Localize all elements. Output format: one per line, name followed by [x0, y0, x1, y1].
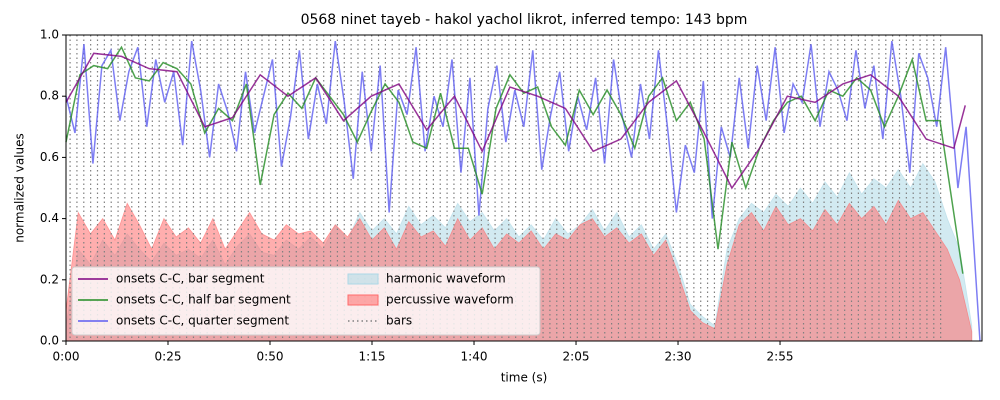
x-tick-label: 2:30 [665, 350, 692, 364]
y-tick-label: 0.0 [40, 334, 59, 348]
legend-label: onsets C-C, bar segment [116, 272, 265, 286]
onset-line [65, 40, 981, 342]
y-tick-label: 0.8 [40, 89, 59, 103]
x-tick-label: 0:00 [53, 350, 80, 364]
axes-frame [65, 34, 983, 342]
x-tick-label: 1:15 [359, 350, 386, 364]
legend-label: percussive waveform [386, 293, 514, 307]
x-tick-label: 0:50 [257, 350, 284, 364]
legend-label: onsets C-C, half bar segment [116, 293, 291, 307]
legend-label: bars [386, 314, 412, 328]
x-tick-label: 2:55 [767, 350, 794, 364]
x-tick-label: 1:40 [461, 350, 488, 364]
y-tick-label: 0.2 [40, 272, 59, 286]
x-tick-label: 0:25 [155, 350, 182, 364]
onset-line [65, 52, 966, 190]
y-axis-label: normalized values [13, 133, 27, 243]
legend-frame [71, 266, 541, 336]
legend-label: onsets C-C, quarter segment [116, 314, 289, 328]
onset-line [65, 45, 964, 274]
legend-swatch [347, 273, 379, 285]
chart-title: 0568 ninet tayeb - hakol yachol likrot, … [301, 12, 748, 28]
x-axis-label: time (s) [501, 371, 548, 385]
legend-label: harmonic waveform [386, 272, 506, 286]
y-tick-label: 0.4 [40, 211, 59, 225]
y-tick-label: 1.0 [40, 28, 59, 42]
legend-swatch [347, 294, 379, 306]
y-tick-label: 0.6 [40, 150, 59, 164]
legend: onsets C-C, bar segment onsets C-C, half … [71, 266, 541, 336]
x-tick-label: 2:05 [563, 350, 590, 364]
